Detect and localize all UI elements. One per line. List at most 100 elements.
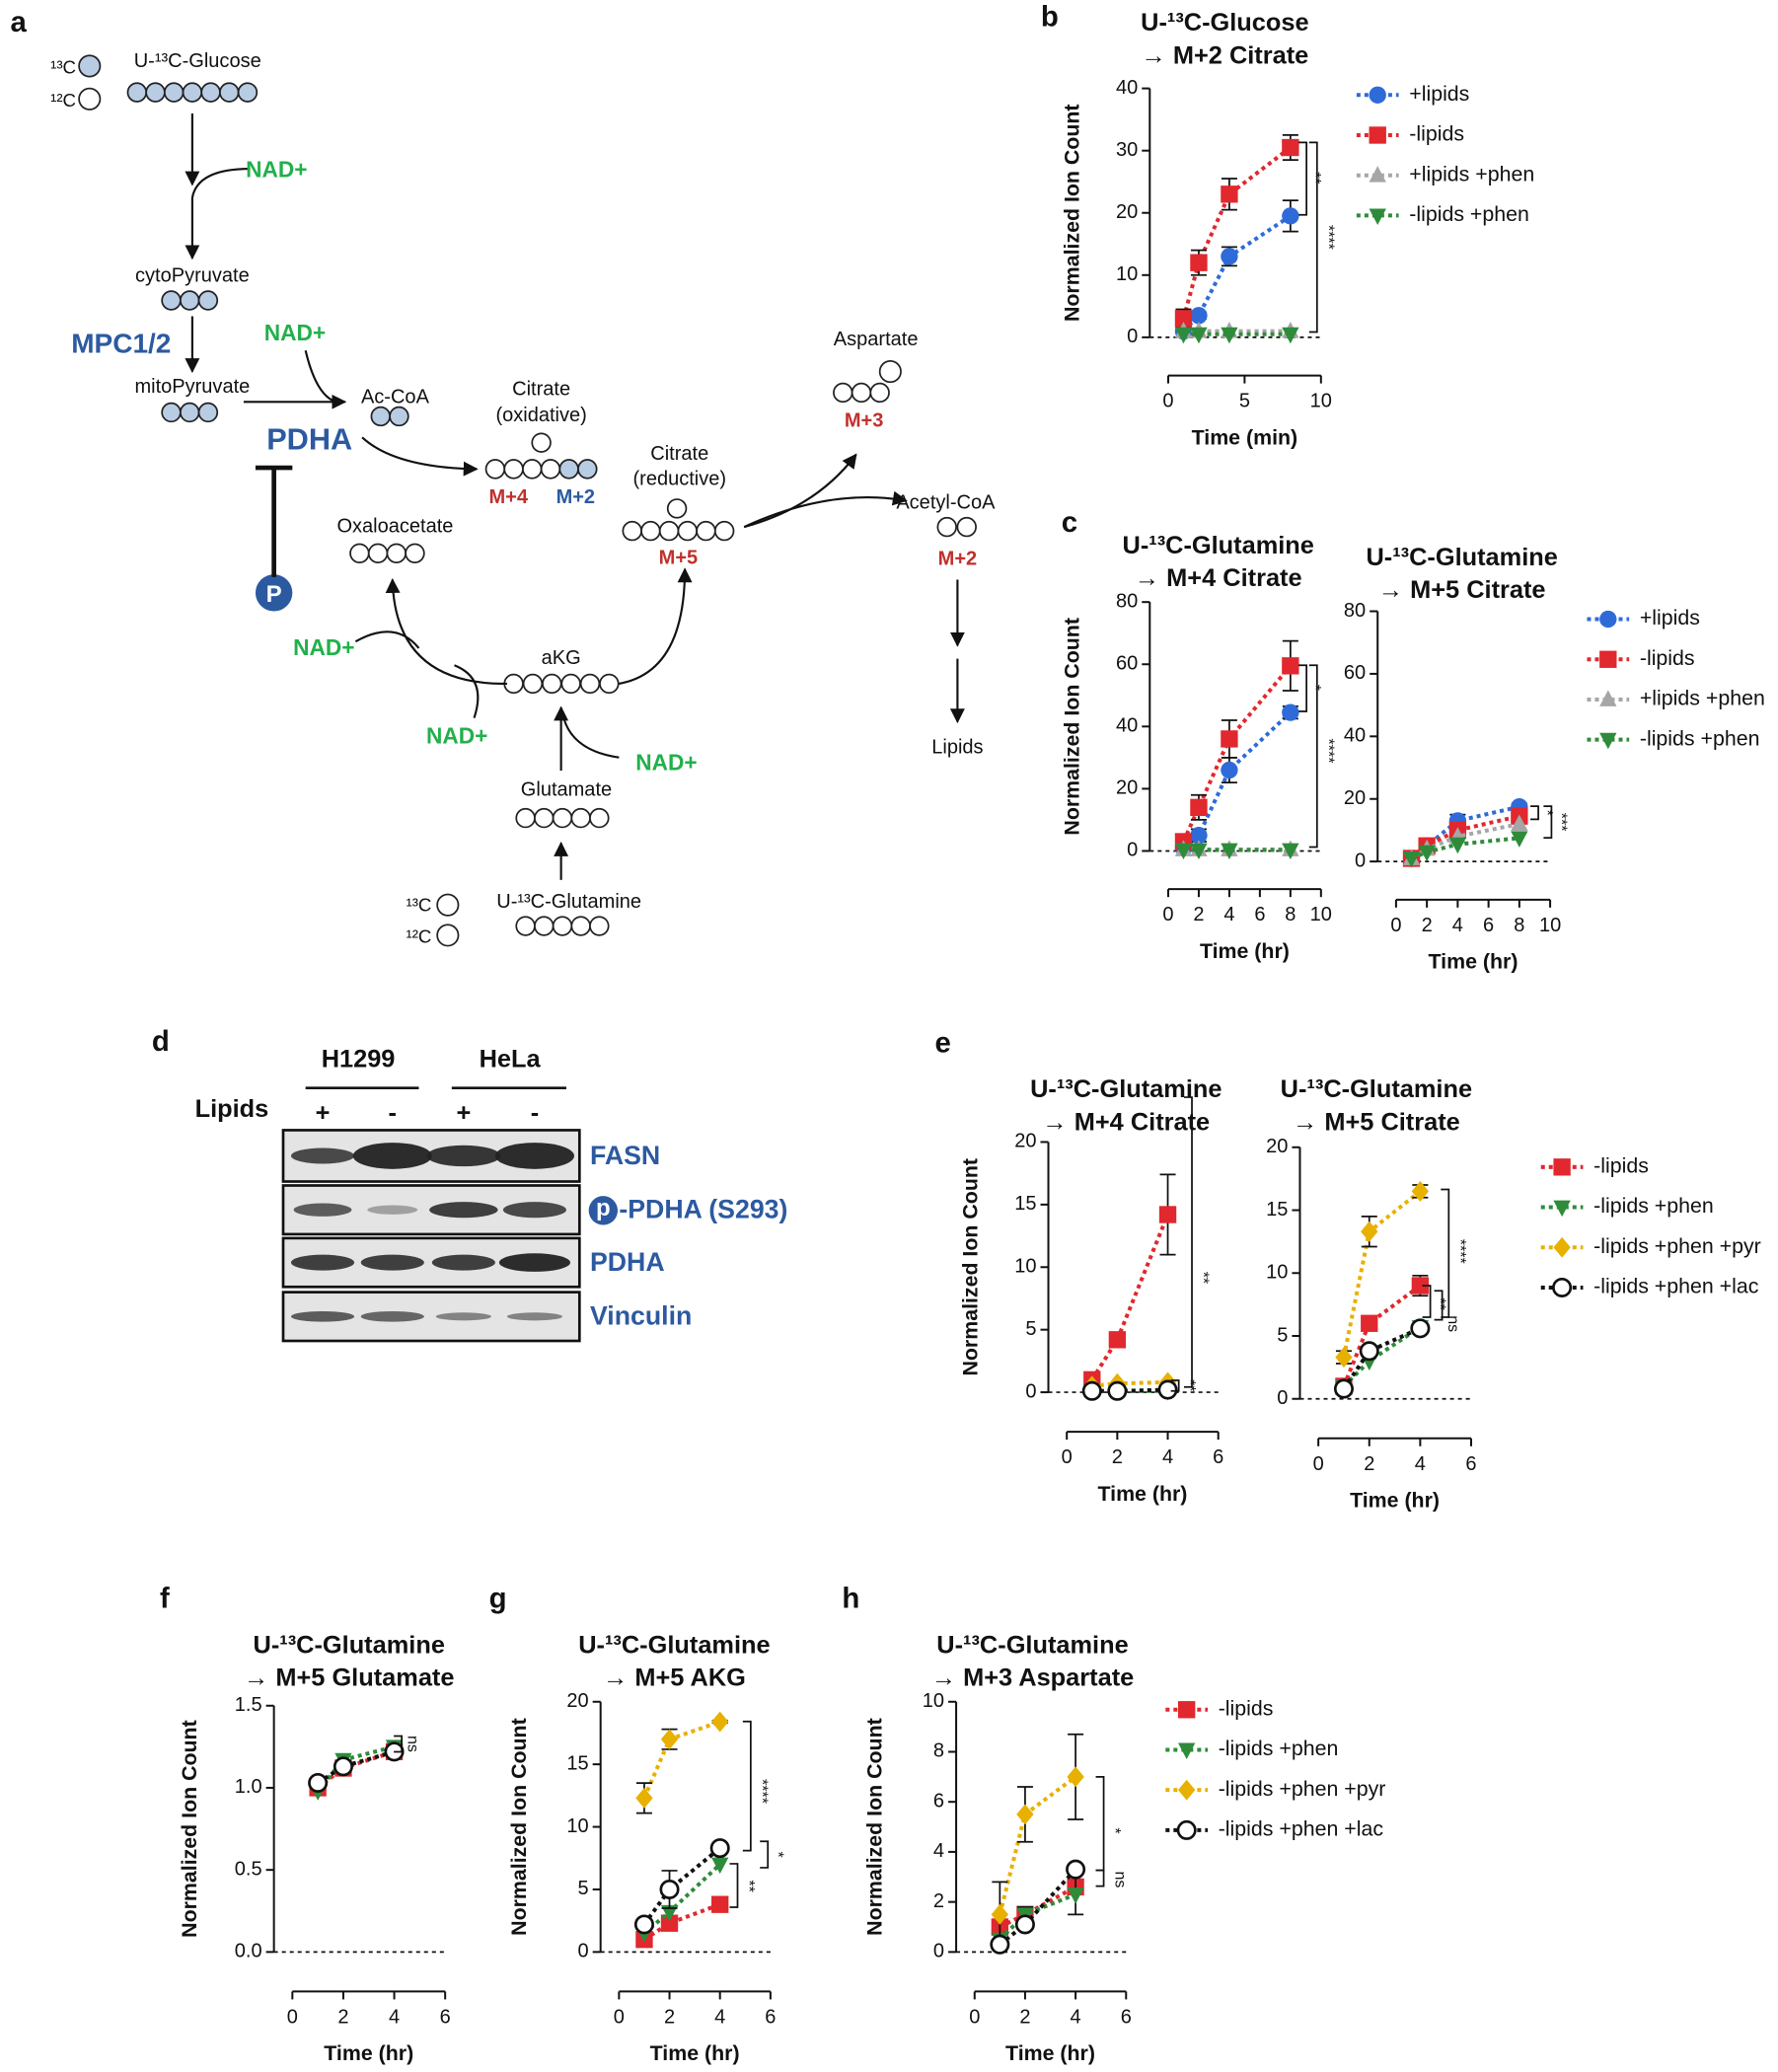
carbon-atom <box>570 916 591 936</box>
marker <box>1402 851 1421 868</box>
diagram-label: M+2 <box>556 486 596 508</box>
marker <box>1014 1914 1035 1935</box>
x-tick-label: 6 <box>765 2006 776 2028</box>
carbon-atom <box>531 432 552 453</box>
legend-label: -lipids +phen <box>1409 202 1529 226</box>
condition-label: + <box>456 1099 471 1127</box>
significance-bracket <box>1170 1379 1180 1392</box>
blot-band <box>290 1310 355 1322</box>
legend-label: -lipids +phen <box>1219 1737 1339 1760</box>
marker <box>1190 798 1208 816</box>
x-tick-label: 0 <box>969 2006 980 2028</box>
x-tick-label: 4 <box>389 2006 400 2028</box>
significance-bracket <box>1543 805 1553 839</box>
marker <box>333 1756 353 1777</box>
series-line <box>642 1720 721 1800</box>
diagram-label: P <box>266 581 282 608</box>
carbon-atom <box>622 520 642 542</box>
carbon-atom <box>237 82 259 103</box>
blot-band <box>290 1147 355 1164</box>
legend-marker <box>1177 1742 1196 1760</box>
y-tick-label: 0 <box>1127 840 1138 861</box>
legend-label: -lipids <box>1593 1153 1649 1177</box>
blot-band <box>290 1254 355 1271</box>
x-axis-label: Time (hr) <box>1200 939 1290 963</box>
protein-label: -PDHA (S293) <box>619 1195 787 1224</box>
chart-title: U-¹³C-Glutamine <box>936 1631 1128 1659</box>
panel-letter: f <box>160 1583 170 1615</box>
marker <box>1190 254 1208 271</box>
x-tick-label: 2 <box>664 2006 675 2028</box>
chart-title: U-¹³C-Glutamine <box>1123 532 1314 559</box>
arrow <box>619 567 693 685</box>
blot-band <box>494 1143 574 1169</box>
marker <box>308 1772 329 1793</box>
carbon-atom <box>696 520 716 542</box>
diagram-label: U-¹³C-Glucose <box>134 50 261 72</box>
arrow <box>354 630 420 649</box>
x-tick-label: 0 <box>287 2006 298 2028</box>
x-tick-label: 4 <box>1162 1446 1173 1468</box>
marker <box>1282 657 1299 675</box>
y-tick-label: 20 <box>566 1690 588 1712</box>
significance-label: **** <box>1319 225 1336 250</box>
chart-subtitle: → M+5 Citrate <box>1378 576 1546 604</box>
y-tick-label: 60 <box>1116 653 1138 675</box>
x-tick-label: 6 <box>440 2006 451 2028</box>
carbon-atom <box>658 520 680 542</box>
carbon-atom <box>436 924 460 947</box>
y-tick-label: 0 <box>578 1941 589 1962</box>
y-axis-label: Normalized Ion Count <box>1061 618 1084 836</box>
marker <box>1511 831 1528 848</box>
diagram-label: Glutamate <box>521 778 612 800</box>
series-line <box>1181 145 1293 320</box>
y-tick-label: 10 <box>1116 263 1138 285</box>
carbon-atom <box>349 543 370 564</box>
carbon-atom <box>552 807 573 829</box>
significance-label: ** <box>1306 172 1323 184</box>
panel-letter: e <box>935 1026 951 1059</box>
blot-band <box>435 1312 491 1321</box>
series-line <box>1410 836 1520 860</box>
carbon-atom <box>713 520 735 542</box>
x-tick-label: 0 <box>1313 1453 1324 1475</box>
marker <box>1107 1380 1128 1401</box>
carbon-atom <box>515 916 536 936</box>
carbon-atom <box>503 459 524 480</box>
diagram-label: cytoPyruvate <box>135 265 250 287</box>
legend-label: +lipids <box>1640 606 1700 629</box>
condition-label: - <box>389 1099 397 1127</box>
y-tick-label: 8 <box>933 1740 944 1762</box>
legend-marker <box>1553 1236 1571 1258</box>
carbon-atom <box>599 673 620 695</box>
significance-label: * <box>1106 1827 1123 1833</box>
carbon-atom <box>197 402 219 423</box>
carbon-atom <box>522 459 543 480</box>
legend-marker <box>1553 1200 1571 1218</box>
carbon-atom <box>386 543 407 564</box>
legend-label: -lipids +phen +lac <box>1593 1275 1759 1298</box>
significance-bracket <box>742 1720 752 1852</box>
diagram-label: NAD+ <box>293 634 354 660</box>
x-tick-label: 10 <box>1310 391 1332 412</box>
carbon-atom <box>522 673 544 695</box>
series-line <box>1342 1326 1422 1390</box>
y-axis-label: Normalized Ion Count <box>1061 104 1084 322</box>
legend-marker <box>1177 1779 1196 1801</box>
carbon-atom <box>589 916 610 936</box>
significance-label: **** <box>753 1779 770 1804</box>
y-tick-label: 40 <box>1116 715 1138 737</box>
marker <box>1221 327 1238 344</box>
marker <box>1335 1347 1353 1369</box>
marker <box>1067 1887 1084 1904</box>
marker <box>1174 327 1193 344</box>
significance-bracket <box>1441 1188 1450 1318</box>
diagram-label: M+3 <box>845 410 884 432</box>
significance-label: ** <box>1432 1297 1448 1309</box>
series-line <box>317 1749 396 1785</box>
carbon-atom <box>666 498 688 519</box>
legend-label: -lipids +phen +lac <box>1219 1817 1384 1841</box>
legend-label: -lipids <box>1219 1696 1274 1720</box>
marker <box>709 1838 730 1859</box>
marker <box>1190 327 1208 344</box>
